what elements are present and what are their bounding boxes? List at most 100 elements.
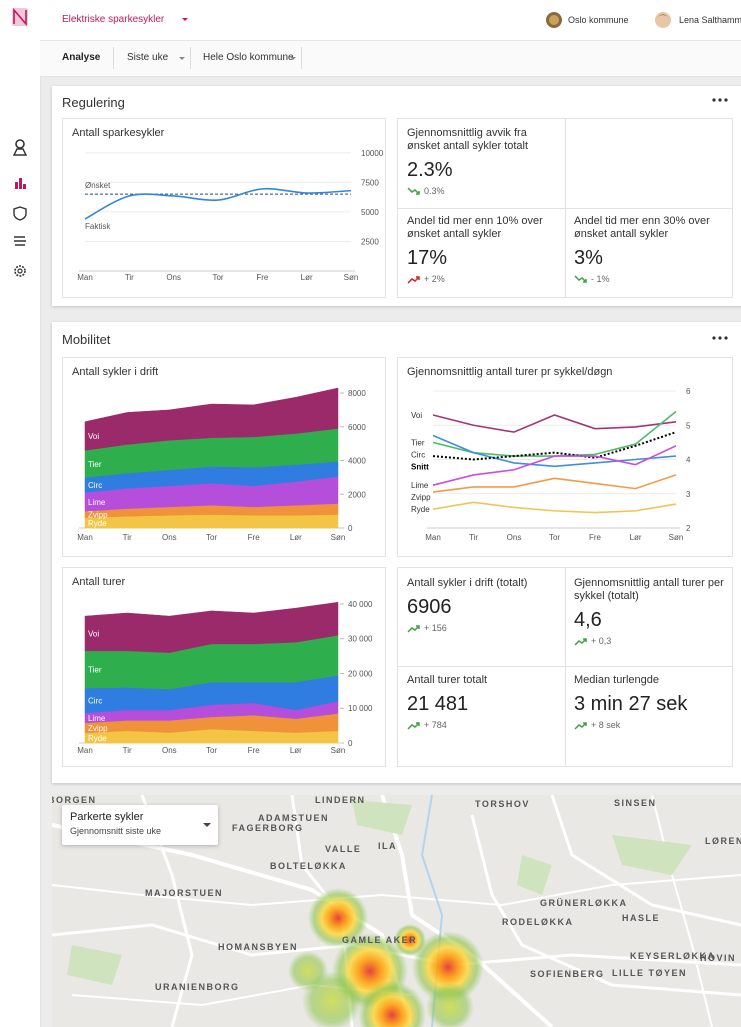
series-line <box>433 475 676 492</box>
trend-arrow <box>408 626 419 632</box>
series-label: Faktisk <box>85 222 111 231</box>
kpi-value: 17% <box>407 247 557 270</box>
y-tick-label: 10000 <box>361 149 384 158</box>
kpi-change: 0.3% <box>407 186 555 196</box>
series-label: Zvipp <box>411 493 431 502</box>
series-label: Voi <box>411 411 422 420</box>
tab[interactable]: Analyse <box>62 52 100 63</box>
kpi-title: Gjennomsnittlig antall turer per sykkel … <box>574 577 726 603</box>
chart-box: Antall sparkesykler25005000750010000ManT… <box>62 118 386 298</box>
series-line <box>85 189 351 219</box>
y-tick-label: 2 <box>686 524 691 533</box>
place-label: HOVIN <box>700 953 736 963</box>
trend-arrow <box>408 188 419 194</box>
section-title: Mobilitet <box>62 332 110 347</box>
chart: Antall turer010 00020 00030 00040 000Man… <box>63 568 385 766</box>
kpi: Antall sykler i drift (totalt)6906+ 156 <box>407 577 557 633</box>
area-selector[interactable]: Hele Oslo kommune <box>203 52 294 63</box>
series-label: Circ <box>88 481 102 490</box>
chart: Gjennomsnittlig antall turer pr sykkel/d… <box>398 358 732 556</box>
kpi-change: + 784 <box>407 720 557 730</box>
kpi-change-text: + 2% <box>424 274 445 284</box>
nav-settings[interactable] <box>15 266 25 276</box>
x-tick-label: Søn <box>331 746 346 755</box>
place-label: FAGERBORG <box>232 823 304 833</box>
y-tick-label: 10 000 <box>348 704 373 713</box>
app-selector[interactable]: Elektriske sparkesykler <box>62 14 164 25</box>
y-tick-label: 30 000 <box>348 635 373 644</box>
x-tick-label: Tor <box>206 533 217 542</box>
dropdown-icon <box>181 17 189 23</box>
series-label: Circ <box>411 450 425 459</box>
chart-title: Antall sparkesykler <box>72 127 165 139</box>
kpi-title: Antall turer totalt <box>407 674 557 687</box>
trend-arrow <box>575 276 586 282</box>
chart-box: Antall turer010 00020 00030 00040 000Man… <box>62 567 386 767</box>
place-label: TORSHOV <box>475 799 530 809</box>
place-label: SINSEN <box>614 798 657 808</box>
y-tick-label: 4 <box>686 456 691 465</box>
kpi-change: + 8 sek <box>574 720 726 730</box>
nav-analytics[interactable] <box>15 178 26 189</box>
trend-icon <box>574 721 588 730</box>
series-label: Lime <box>88 714 106 723</box>
place-label: VALLE <box>325 844 361 854</box>
kpi-change: + 0,3 <box>574 636 726 646</box>
more-menu[interactable] <box>710 334 732 342</box>
x-tick-label: Ons <box>162 746 177 755</box>
x-tick-label: Ons <box>162 533 177 542</box>
y-tick-label: 0 <box>348 739 353 748</box>
trend-icon <box>407 275 421 284</box>
dashboard: {"header":{"app":"Elektriske sparkesykle… <box>0 0 741 1027</box>
x-tick-label: Fre <box>256 273 269 282</box>
place-label: HOMANSBYEN <box>218 942 298 952</box>
nav-regulation[interactable] <box>14 207 26 220</box>
trend-icon <box>574 275 588 284</box>
y-tick-label: 4000 <box>348 457 366 466</box>
x-tick-label: Fre <box>248 533 261 542</box>
kpi-change-text: + 8 sek <box>591 720 620 730</box>
place-label: MAJORSTUEN <box>145 888 223 898</box>
separator <box>190 47 191 69</box>
trend-icon <box>407 187 421 196</box>
trend-arrow <box>408 277 419 283</box>
trend-icon <box>407 721 421 730</box>
series-label: Voi <box>88 432 99 441</box>
kpi-title: Gjennomsnittlig avvik fra ønsket antall … <box>407 127 555 153</box>
divider <box>398 666 732 667</box>
period-selector[interactable]: Siste uke <box>127 52 168 63</box>
y-tick-label: 7500 <box>361 178 379 187</box>
series-label: Snitt <box>411 462 429 471</box>
trend-icon <box>407 624 421 633</box>
nav-tags[interactable] <box>14 237 26 245</box>
more-menu[interactable] <box>710 96 732 104</box>
x-tick-label: Tir <box>123 533 132 542</box>
x-tick-label: Tir <box>123 746 132 755</box>
sidebar-icons <box>0 0 40 300</box>
x-tick-label: Lør <box>290 746 302 755</box>
org-name[interactable]: Oslo kommune <box>568 15 629 25</box>
y-tick-label: 6 <box>686 387 691 396</box>
y-tick-label: 0 <box>348 524 353 533</box>
series-line <box>433 412 676 457</box>
series-label: Circ <box>88 697 102 706</box>
kpi: Gjennomsnittlig avvik fra ønsket antall … <box>407 127 555 196</box>
kpi-change: + 156 <box>407 623 557 633</box>
chart: Antall sykler i drift02000400060008000Ma… <box>63 358 385 556</box>
x-tick-label: Lør <box>290 533 302 542</box>
sidebar <box>0 0 41 1027</box>
x-tick-label: Ons <box>166 273 181 282</box>
x-tick-label: Søn <box>331 533 346 542</box>
separator <box>301 47 302 69</box>
nav-map[interactable] <box>14 140 26 155</box>
kpi-change-text: + 784 <box>424 720 447 730</box>
kpi-change-text: + 0,3 <box>591 636 611 646</box>
user-name[interactable]: Lena Salthammer <box>679 15 741 25</box>
x-tick-label: Lør <box>301 273 313 282</box>
kpi-change: - 1% <box>574 274 724 284</box>
y-tick-label: 3 <box>686 490 691 499</box>
section-title: Regulering <box>62 95 125 110</box>
